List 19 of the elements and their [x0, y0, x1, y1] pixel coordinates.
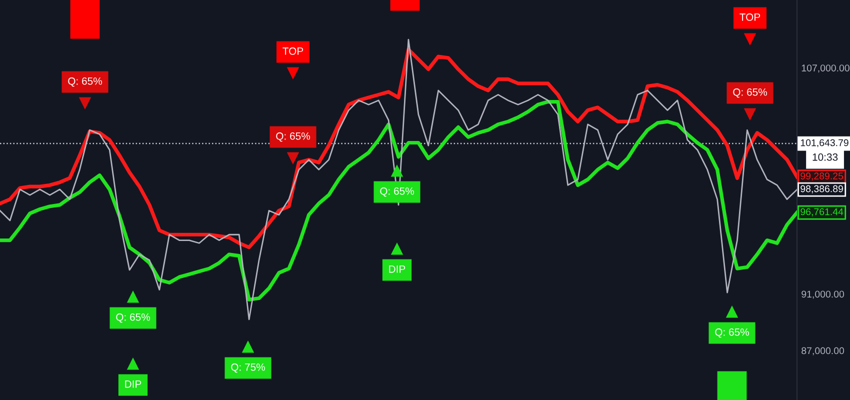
- y-tick-label: 107,000.00: [802, 64, 850, 73]
- annotation: Q: 65%: [68, 77, 102, 87]
- annotation: Q: 75%: [231, 363, 265, 373]
- annotation: Q: 65%: [380, 187, 414, 197]
- annotation: Q: 65%: [733, 88, 767, 98]
- annotation: DIP: [125, 380, 142, 388]
- annotation: DIP: [389, 266, 406, 273]
- annotation: Q: 65%: [116, 313, 150, 323]
- annotation: Q: 65%: [715, 328, 749, 338]
- annotation: Q: 65%: [276, 132, 310, 142]
- annotation: TOP: [282, 47, 304, 55]
- data-label: 98,386.89: [800, 185, 843, 194]
- y-tick-label: 91,000.00: [802, 290, 844, 299]
- data-label: 96,761.44: [800, 208, 844, 216]
- data-label: 99,289.25: [800, 172, 844, 181]
- annotation: TOP: [740, 13, 760, 21]
- text: 10:33: [812, 153, 838, 161]
- ref-line-label: 101,643.79: [800, 139, 848, 148]
- y-tick-label: 87,000.00: [802, 347, 844, 356]
